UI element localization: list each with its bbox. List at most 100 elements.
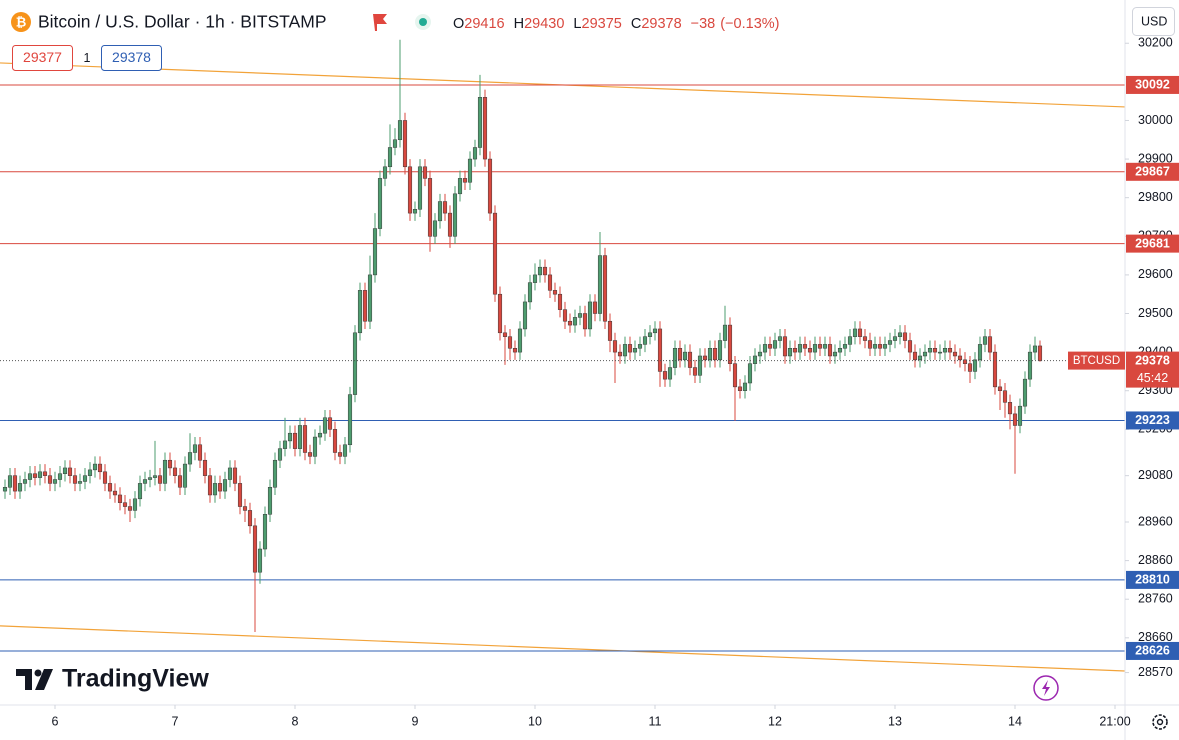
level-label-box [1126,162,1179,181]
candle-body [702,355,708,361]
level-label: 29223 [1135,413,1170,427]
candle-body [302,425,308,453]
candle-body [157,475,163,484]
candle-body [17,483,23,492]
candle-body [102,471,108,484]
candle-body [857,328,863,337]
candle-body [252,525,258,573]
level-label-box [1126,570,1179,589]
candle-body [137,483,143,500]
candle-body [362,290,368,322]
ohlc-value: 29416 [464,16,504,32]
candle-body [762,344,768,353]
candle-body [937,351,943,354]
candle-body [672,348,678,368]
candle-body [777,336,783,341]
candle-body [1037,345,1043,361]
candle-body [107,483,113,492]
countdown-label: 45:42 [1137,371,1168,385]
candle-body [412,209,418,214]
x-tick-label: 8 [292,714,299,728]
symbol-label: BTCUSD [1073,355,1120,367]
candle-body [242,506,248,511]
candle-body [562,309,568,322]
change-percent: (−0.13%) [720,16,779,32]
candle-body [512,348,518,353]
candle-body [897,332,903,337]
candle-body [947,348,953,353]
candle-body [442,201,448,214]
candle-body [1002,390,1008,403]
candle-body [657,328,663,372]
candle-body [742,382,748,391]
candle-body [207,475,213,496]
brand-icon-dot [34,669,42,677]
candle-body [57,473,63,480]
candle-body [477,97,483,148]
candle-body [97,463,103,473]
candle-body [262,514,268,550]
candle-body [987,336,993,353]
candle-body [602,255,608,322]
brand-icon-slash [35,669,53,690]
candle-body [957,355,963,361]
candle-body [162,459,168,484]
candle-body [677,348,683,361]
candle-body [907,340,913,353]
candle-body [802,344,808,349]
settings-icon[interactable] [1152,714,1168,730]
candle-body [912,351,918,361]
currency-label: USD [1141,14,1167,28]
candle-body [662,371,668,380]
candle-body [452,193,458,237]
candle-body [842,344,848,349]
ohlc-value: 29378 [641,16,681,32]
candle-body [267,486,273,515]
candle-body [182,463,188,488]
candle-body [312,436,318,457]
candle-body [552,290,558,295]
x-tick-label: 6 [52,714,59,728]
candle-body [732,363,738,388]
x-tick-label: 12 [768,714,782,728]
currency-button[interactable] [1132,7,1175,36]
candle-body [447,212,453,237]
candle-body [132,498,138,511]
x-tick-label: 9 [412,714,419,728]
candle-body [67,467,73,476]
candle-body [497,293,503,334]
candle-body [752,355,758,364]
candle-body [142,479,148,484]
candle-body [997,386,1003,391]
header: ₿ Bitcoin / U.S. Dollar · 1h · BITSTAMP … [11,12,780,32]
last-price-label: 29378 [1135,353,1170,367]
candle-body [1022,378,1028,407]
candle-body [167,459,173,469]
candle-body [737,386,743,391]
candle-body [377,178,383,229]
candle-body [687,351,693,368]
candle-body [697,355,703,376]
candle-body [827,344,833,357]
candle-body [892,336,898,341]
buy-button[interactable] [101,45,162,71]
candle-body [757,351,763,357]
candle-body [472,147,478,160]
candle-body [292,432,298,449]
sell-button[interactable] [12,45,73,71]
flag-icon[interactable] [373,14,387,31]
candle-body [82,475,88,482]
candle-body [467,158,473,183]
candle-body [1012,413,1018,426]
candle-body [122,502,128,507]
candle-body [712,348,718,361]
candle-body [192,444,198,453]
candle-body [7,475,13,488]
candle-body [832,351,838,357]
candle-body [612,340,618,353]
candle-body [387,147,393,168]
x-tick-label: 7 [172,714,179,728]
candle-body [982,336,988,345]
y-tick-label: 28570 [1138,665,1173,679]
